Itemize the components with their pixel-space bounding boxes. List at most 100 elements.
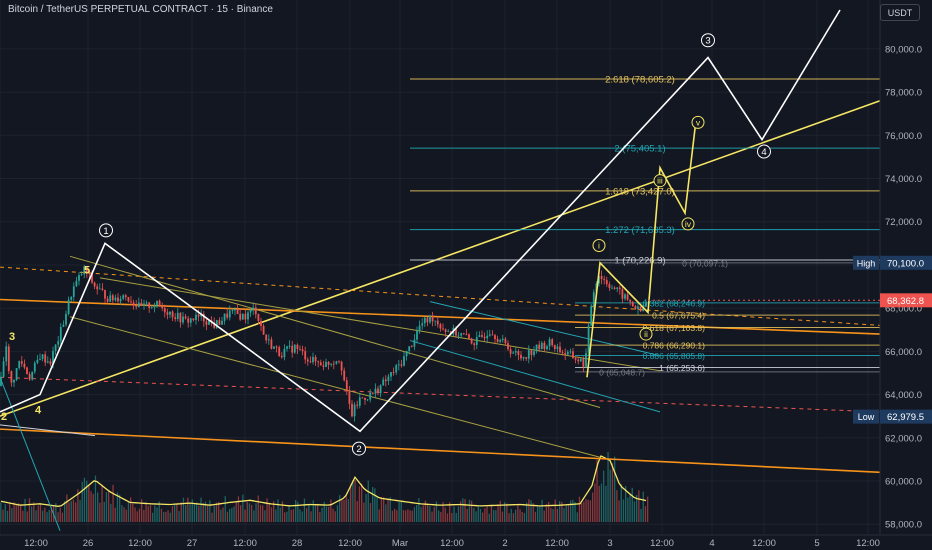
candle-body	[379, 385, 382, 394]
candle-body	[475, 337, 478, 346]
candle-body	[23, 363, 26, 368]
volume-bar	[539, 505, 541, 522]
volume-bar	[589, 500, 592, 522]
wave-label: 2	[356, 444, 361, 455]
time-tick-label: 5	[814, 538, 819, 549]
candle-body	[75, 280, 78, 287]
volume-bar	[317, 503, 319, 522]
candle-body	[273, 346, 275, 349]
volume-bar	[486, 506, 488, 522]
volume-bar	[88, 485, 90, 522]
volume-bar	[422, 505, 424, 522]
volume-bar	[405, 510, 407, 522]
fib-level-label: 1 (70,226.9)	[614, 256, 665, 267]
volume-bar	[350, 485, 352, 522]
volume-bar	[479, 508, 482, 522]
volume-bar	[550, 507, 552, 522]
candle-body	[335, 361, 338, 364]
volume-bar	[138, 508, 141, 522]
candle-body	[569, 351, 572, 353]
volume-bar	[105, 492, 108, 522]
price-tick-label: 62,000.0	[885, 433, 922, 444]
volume-bar	[114, 507, 116, 522]
volume-bar	[270, 507, 273, 522]
candle-body	[507, 343, 509, 350]
volume-bar	[160, 508, 163, 522]
volume-bar	[17, 503, 20, 522]
candle-body	[244, 313, 247, 320]
time-axis[interactable]: 12:00 26 12:00 27 12:00 28 12:00 Mar 12:00 2 12:00…	[0, 534, 932, 550]
candle-body	[496, 339, 499, 342]
trendline	[0, 428, 881, 474]
volume-bar	[477, 505, 479, 522]
time-tick-label: 12:00	[440, 538, 464, 549]
candle-body	[104, 289, 106, 299]
volume-bar	[224, 496, 226, 522]
candle-body	[644, 303, 647, 307]
volume-bar	[226, 511, 229, 522]
volume-ma-line	[0, 455, 647, 507]
currency-button[interactable]: USDT	[880, 4, 920, 21]
candle-body	[135, 305, 138, 307]
trendline	[69, 255, 601, 409]
candle-body	[397, 364, 400, 366]
fib-level-label: 1.618 (73,427.0)	[605, 186, 675, 197]
volume-bar	[187, 497, 189, 522]
volume-bar	[299, 509, 301, 522]
volume-bar	[532, 503, 534, 522]
candle-body	[10, 371, 13, 383]
candle-body	[572, 351, 574, 359]
volume-bar	[565, 504, 567, 522]
volume-bar	[358, 486, 361, 522]
trendline	[0, 266, 881, 326]
time-tick-label: 12:00	[856, 538, 880, 549]
candle-body	[457, 335, 460, 337]
volume-bar	[72, 499, 75, 522]
volume-bar	[13, 502, 15, 522]
candle-body	[377, 388, 379, 394]
candle-body	[184, 316, 187, 319]
candle-body	[179, 312, 182, 323]
volume-bar	[629, 493, 631, 522]
volume-bar	[407, 509, 409, 522]
candle-body	[127, 297, 130, 302]
candle-body	[470, 338, 473, 344]
candle-body	[369, 392, 372, 400]
volume-bar	[510, 508, 512, 522]
candle-body	[280, 355, 283, 358]
high-marker-label: High	[857, 258, 876, 268]
volume-bar	[332, 508, 334, 522]
volume-bar	[482, 512, 484, 522]
candle-body	[553, 345, 556, 349]
volume-bar	[83, 477, 86, 522]
candle-body	[218, 320, 221, 325]
candle-body	[494, 335, 496, 340]
volume-bar	[297, 501, 299, 522]
volume-bar	[0, 502, 2, 522]
candle-body	[514, 351, 517, 353]
price-tick-label: 68,000.0	[885, 304, 922, 315]
time-tick-label: 26	[83, 538, 94, 549]
candle-body	[410, 346, 413, 348]
candle-body	[262, 325, 265, 335]
candle-body	[327, 362, 330, 365]
candle-body	[530, 350, 533, 355]
candle-body	[629, 299, 632, 302]
volume-bar	[523, 512, 526, 522]
volume-bar	[81, 482, 83, 522]
price-axis[interactable]: 80,000.0 78,000.0 76,000.0 74,000.0 72,000.0…	[879, 0, 932, 550]
candle-body	[543, 342, 546, 350]
candle-body	[512, 352, 515, 354]
volume-bar	[193, 503, 196, 522]
candle-body	[150, 307, 153, 309]
price-tick-label: 64,000.0	[885, 390, 922, 401]
candle-body	[189, 318, 192, 323]
volume-bar	[583, 501, 585, 522]
volume-bar	[339, 495, 341, 522]
candle-body	[249, 309, 252, 313]
candle-body	[109, 295, 112, 302]
volume-bar	[97, 492, 99, 522]
volume-bar	[468, 499, 471, 522]
candle-body	[26, 367, 28, 374]
